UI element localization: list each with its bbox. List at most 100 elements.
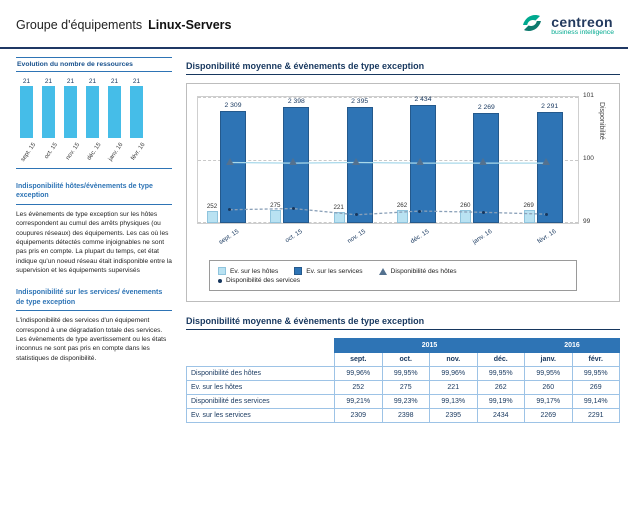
table-row-label: Disponibilité des hôtes [186,366,335,381]
table-row-label: Ev. sur les hôtes [186,380,335,395]
mini-x-label: janv. 16 [108,142,125,163]
table-month-header: nov. [429,352,478,367]
table-month-header: oct. [381,352,430,367]
chart-legend: Ev. sur les hôtes Ev. sur les services Dis… [209,260,577,291]
table-row: Ev. sur les hôtes 252 275 221 262 260 269 [186,380,620,395]
sidebar-sections: Indisponibilité hôtes/évènements de type… [16,182,172,363]
services-events-value: 2 395 [351,97,369,105]
host-events-value: 275 [270,201,281,209]
table-cell: 2269 [524,408,573,423]
table-cell: 99,95% [476,366,525,381]
table-cell: 99,14% [571,394,620,409]
mini-bar-value: 21 [110,78,119,85]
services-events-value: 2 434 [414,96,432,104]
host-events-bar [333,212,345,223]
mini-bar-value: 21 [44,78,53,85]
gridline [198,97,578,98]
mini-x-tick: janv. 16 [108,140,125,166]
mini-bar [130,86,143,138]
legend-label: Ev. sur les services [306,267,363,275]
table-cell: 2434 [476,408,525,423]
report-body: Evolution du nombre de ressources 21 21 21… [0,49,628,423]
mini-x-label: sept. 15 [19,142,37,163]
table-cell: 2309 [334,408,383,423]
table-cell: 275 [381,380,430,395]
group-label: Groupe d'équipements [16,18,143,32]
services-availability-marker [544,212,548,216]
sidebar-section-title: Indisponibilité hôtes/évènements de type… [16,182,172,205]
chart-plot-row: 2 309 252 2 398 275 2 395 221 2 434 262 2 269 260… [197,92,613,225]
x-tick-label: sept. 15 [217,228,241,247]
host-availability-marker [225,157,234,165]
mini-bar-group: 21 [86,78,99,138]
mini-chart-bars: 21 21 21 21 21 21 [16,72,172,138]
services-availability-marker [481,210,485,214]
legend-marker-service-availability [218,278,222,283]
lines-overlay [229,161,547,216]
sidebar-section-text: Les évènements de type exception sur les… [16,210,172,275]
table-cell: 262 [476,380,525,395]
table-cell: 269 [571,380,620,395]
services-events-bar [473,113,500,223]
table-corner-cell [186,352,335,367]
host-events-value: 221 [333,204,344,212]
y2-axis-title: Disponibilité [598,102,605,140]
table-row: Ev. sur les services 2309 2398 2395 2434 2269… [186,408,620,423]
chart-plot-area: 2 309 252 2 398 275 2 395 221 2 434 262 2 269 260… [197,96,579,224]
services-events-value: 2 398 [287,97,305,105]
gridline [198,160,578,161]
legend-item: Ev. sur les services [294,267,363,275]
mini-x-tick: févr. 16 [130,140,147,166]
table-cell: 99,13% [429,394,478,409]
table-year-header: 2016 [524,338,620,353]
x-tick-label: févr. 16 [536,228,558,246]
mini-x-tick: oct. 15 [42,140,59,166]
x-tick-label: oct. 15 [284,228,304,245]
table-cell: 260 [524,380,573,395]
sidebar-section-title: Indisponibilité sur les services/ évenem… [16,288,172,312]
legend-row: Ev. sur les hôtes Ev. sur les services Dis… [218,267,568,275]
services-events-bar [536,111,563,223]
table-cell: 99,95% [571,366,620,381]
services-events-value: 2 291 [541,102,559,110]
x-tick-label: janv. 16 [471,228,494,246]
mini-x-label: oct. 15 [43,142,59,161]
mini-x-label: nov. 15 [64,142,81,162]
legend-item: Disponibilité des hôtes [378,267,457,275]
host-events-value: 269 [523,201,534,209]
services-availability-marker [418,209,422,213]
host-events-value: 262 [396,202,408,210]
services-availability-marker [228,208,232,212]
logo-tagline: business intelligence [551,29,614,37]
table-cell: 2395 [429,408,478,423]
y2-axis: 99 100 101 [582,92,598,225]
mini-bar-group: 21 [130,78,143,138]
report-header: Groupe d'équipements Linux-Servers centre… [0,0,628,49]
mini-x-tick: sept. 15 [20,140,37,166]
table-cell: 99,96% [334,366,383,381]
table-section-title: Disponibilité moyenne & évènements de ty… [186,316,620,330]
services-availability-marker [291,207,295,210]
table-cell: 99,96% [429,366,478,381]
mini-bar-group: 21 [20,78,33,138]
availability-table: 2015 2016 sept. oct. nov. déc. janv. févr. Dispo… [186,338,620,423]
legend-marker-host-availability [378,267,387,275]
host-events-bar [460,210,472,223]
table-row-label: Disponibilité des services [186,394,335,409]
mini-bar-value: 21 [132,78,141,85]
chart-x-axis: sept. 15 oct. 15 nov. 15 déc. 15 janv. 16 fév… [197,224,579,254]
host-events-bar [523,209,535,223]
group-name: Linux-Servers [148,18,232,32]
legend-item: Ev. sur les hôtes [218,267,278,275]
table-month-header: déc. [476,352,525,367]
mini-bar-group: 21 [42,78,55,138]
availability-chart: 2 309 252 2 398 275 2 395 221 2 434 262 2 269 260… [186,83,620,302]
host-events-bar [207,210,218,223]
mini-chart-title: Evolution du nombre de ressources [16,57,172,72]
mini-chart-x-labels: sept. 15 oct. 15 nov. 15 déc. 15 janv. 16 fév… [16,138,172,166]
mini-bar [64,86,77,138]
table-cell: 2291 [571,408,620,423]
mini-bar-value: 21 [66,78,75,85]
legend-label: Disponibilité des services [226,277,301,284]
